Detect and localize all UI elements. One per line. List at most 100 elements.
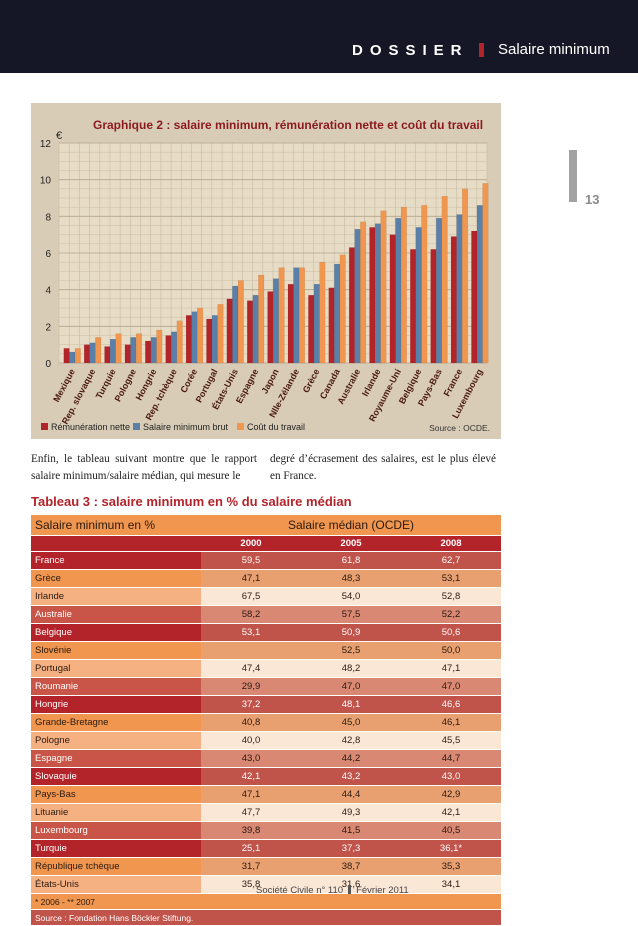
- table-note: * 2006 - ** 2007: [31, 894, 502, 910]
- bar: [354, 228, 361, 364]
- table-row: République tchèque 31,7 38,7 35,3: [31, 858, 502, 876]
- bar: [430, 249, 437, 364]
- table-cell-value: 50,9: [301, 624, 401, 642]
- x-tick-label: Corée: [178, 367, 199, 394]
- table-cell-value: 52,8: [401, 588, 502, 606]
- paragraph-right: degré d’écrasement des salaires, est le …: [270, 453, 496, 482]
- table-cell-country: Grande-Bretagne: [31, 714, 201, 732]
- y-tick-label: 8: [45, 212, 51, 223]
- footer-publication: Société Civile n° 110: [256, 885, 344, 896]
- bar: [171, 331, 178, 364]
- table-row: Pays-Bas 47,1 44,4 42,9: [31, 786, 502, 804]
- bar: [410, 249, 417, 364]
- table-header-right: Salaire médian (OCDE): [201, 515, 502, 536]
- legend-label: Rémunération nette: [51, 422, 130, 432]
- table-cell-value: 50,0: [401, 642, 502, 660]
- table-cell-value: 44,2: [301, 750, 401, 768]
- bar: [115, 333, 122, 364]
- table-cell-value: 46,1: [401, 714, 502, 732]
- section-title: Salaire minimum: [498, 41, 610, 58]
- table-cell-value: 42,1: [201, 768, 301, 786]
- table-row: Pologne 40,0 42,8 45,5: [31, 732, 502, 750]
- table-cell-value: 48,3: [301, 570, 401, 588]
- bar: [308, 294, 315, 364]
- bar: [441, 195, 448, 364]
- bar: [89, 342, 96, 364]
- bar: [476, 205, 483, 364]
- bar: [278, 267, 285, 364]
- table-cell-value: 43,0: [201, 750, 301, 768]
- bar: [313, 283, 320, 364]
- table-cell-value: 48,2: [301, 660, 401, 678]
- bar: [360, 221, 367, 364]
- table-row: Espagne 43,0 44,2 44,7: [31, 750, 502, 768]
- bar: [319, 261, 326, 364]
- bar: [150, 337, 157, 364]
- y-tick-label: 0: [45, 359, 51, 370]
- table-cell-value: 36,1*: [401, 840, 502, 858]
- header-separator: [479, 43, 484, 57]
- bar: [328, 287, 335, 364]
- table-cell-value: 47,0: [401, 678, 502, 696]
- table-cell-value: 53,1: [401, 570, 502, 588]
- table-cell-value: 53,1: [201, 624, 301, 642]
- bar: [339, 254, 346, 364]
- table-cell-value: 41,5: [301, 822, 401, 840]
- table-row: Lituanie 47,7 49,3 42,1: [31, 804, 502, 822]
- bar: [145, 340, 152, 364]
- legend-swatch: [237, 423, 244, 430]
- table-cell-country: Lituanie: [31, 804, 201, 822]
- table-cell-value: 25,1: [201, 840, 301, 858]
- table-cell-country: France: [31, 552, 201, 570]
- bar: [197, 307, 204, 364]
- page-number: 13: [585, 192, 600, 207]
- table-row: Roumanie 29,9 47,0 47,0: [31, 678, 502, 696]
- footer-separator: [348, 885, 352, 894]
- bar: [369, 227, 376, 364]
- bar: [226, 298, 233, 364]
- bar: [83, 344, 90, 364]
- table-header-left: Salaire minimum en %: [31, 515, 201, 536]
- table-note-row: * 2006 - ** 2007: [31, 894, 502, 910]
- table-title: Tableau 3 : salaire minimum en % du sala…: [31, 494, 352, 509]
- table-cell-value: 61,8: [301, 552, 401, 570]
- bar: [211, 315, 218, 364]
- table-cell-country: République tchèque: [31, 858, 201, 876]
- bar: [109, 338, 116, 364]
- table-cell-value: 29,9: [201, 678, 301, 696]
- table-cell-country: Slovaquie: [31, 768, 201, 786]
- bar: [415, 227, 422, 364]
- table-cell-country: Pays-Bas: [31, 786, 201, 804]
- bar: [165, 335, 172, 364]
- table-cell-country: Irlande: [31, 588, 201, 606]
- page-marker: [569, 150, 577, 202]
- bar: [471, 230, 478, 364]
- bar: [482, 183, 489, 364]
- table-cell-value: 44,4: [301, 786, 401, 804]
- chart-title: Graphique 2 : salaire minimum, rémunérat…: [93, 118, 483, 132]
- x-tick-label: Japon: [259, 367, 280, 395]
- bar: [348, 247, 355, 364]
- table-row: France 59,5 61,8 62,7: [31, 552, 502, 570]
- chart-unit: €: [56, 130, 62, 142]
- table-cell-value: 50,6: [401, 624, 502, 642]
- table-cell-value: 31,7: [201, 858, 301, 876]
- table-row: Slovénie 52,5 50,0: [31, 642, 502, 660]
- table-cell-value: 35,8: [201, 876, 301, 894]
- year-2005: 2005: [301, 536, 401, 552]
- bar: [74, 348, 81, 364]
- table-cell-country: Espagne: [31, 750, 201, 768]
- page-footer: Société Civile n° 110 Février 2011: [256, 885, 409, 896]
- table-cell-value: 38,7: [301, 858, 401, 876]
- table-cell-value: 42,9: [401, 786, 502, 804]
- table-cell-country: Belgique: [31, 624, 201, 642]
- bar: [287, 283, 294, 364]
- table-cell-value: 52,2: [401, 606, 502, 624]
- table-cell-value: 54,0: [301, 588, 401, 606]
- table-row: Irlande 67,5 54,0 52,8: [31, 588, 502, 606]
- bar: [395, 217, 402, 364]
- legend-label: Coût du travail: [247, 422, 305, 432]
- y-tick-label: 6: [45, 249, 51, 260]
- bar: [272, 278, 279, 364]
- table-cell-value: 37,3: [301, 840, 401, 858]
